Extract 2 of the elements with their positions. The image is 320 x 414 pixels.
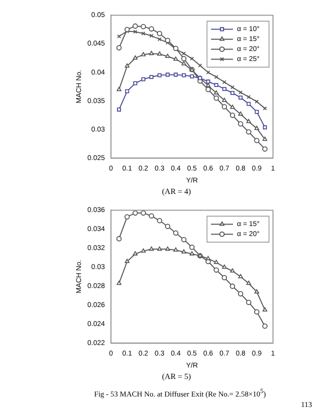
text: (AR = 5) bbox=[161, 371, 192, 382]
text: (AR = 4) bbox=[161, 186, 192, 197]
